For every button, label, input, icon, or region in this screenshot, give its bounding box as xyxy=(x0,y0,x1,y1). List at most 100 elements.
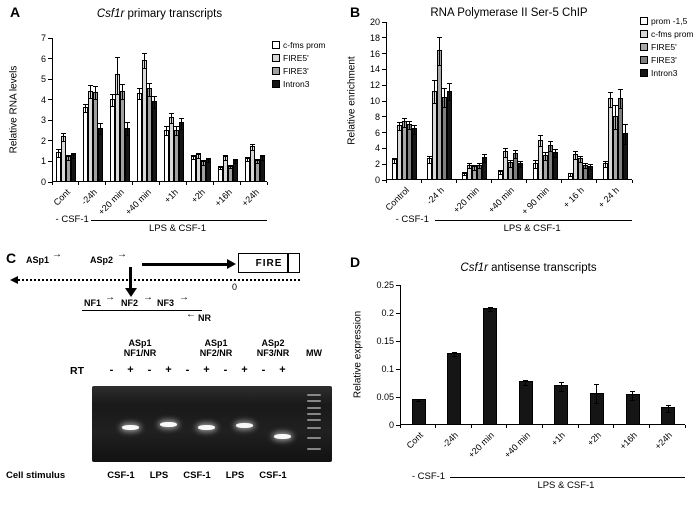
error-bar-cap xyxy=(517,167,523,169)
error-bar-cap xyxy=(173,126,179,128)
error-bar-cap xyxy=(412,134,418,136)
error-bar xyxy=(579,155,581,162)
error-bar xyxy=(554,149,556,158)
error-bar xyxy=(418,398,420,401)
y-axis-tick-label: 6 xyxy=(40,53,46,64)
error-bar xyxy=(499,169,501,175)
error-bar xyxy=(404,117,406,128)
error-bar-cap xyxy=(402,127,408,129)
rt-plus-minus: + xyxy=(127,364,134,376)
nf3-primer-label: NF3 xyxy=(157,298,175,308)
error-bar-cap xyxy=(110,105,116,107)
nf-region-line xyxy=(82,310,202,311)
x-axis-tick xyxy=(185,182,187,185)
error-bar xyxy=(127,122,129,135)
error-bar-cap xyxy=(244,157,250,159)
y-axis-tick xyxy=(396,340,400,342)
bar xyxy=(152,100,158,181)
error-bar-cap xyxy=(602,161,608,163)
rt-plus-minus: + xyxy=(165,364,172,376)
down-arrowhead-icon xyxy=(124,288,137,297)
error-bar-cap xyxy=(98,123,104,125)
chart-title: RNA Polymerase II Ser-5 ChIP xyxy=(386,7,632,19)
treatment-lps-csf1-label: LPS & CSF-1 xyxy=(503,223,561,234)
error-bar-cap xyxy=(163,134,169,136)
error-bar-cap xyxy=(607,91,613,93)
error-bar-cap xyxy=(517,161,523,163)
error-bar-cap xyxy=(442,107,448,109)
error-bar xyxy=(139,88,141,99)
primer-group-line1: ASp1 xyxy=(128,338,152,348)
error-bar-cap xyxy=(137,98,143,100)
error-bar-cap xyxy=(110,93,116,95)
plot-area xyxy=(400,285,685,425)
asp2-arrow-icon: → xyxy=(117,249,127,260)
x-axis-tick xyxy=(470,425,472,428)
error-bar-cap xyxy=(392,162,398,164)
bar xyxy=(518,381,533,424)
mw-ladder-band xyxy=(307,406,321,409)
x-axis-tick xyxy=(455,180,457,183)
error-bar xyxy=(604,161,606,168)
error-bar-cap xyxy=(178,118,184,120)
y-axis-tick-label: 14 xyxy=(369,64,380,75)
treatment-line xyxy=(449,477,685,478)
error-bar-cap xyxy=(497,174,503,176)
primer-group-label: ASp1 NF1/NR xyxy=(106,338,174,358)
y-axis-tick-label: 4 xyxy=(374,143,380,154)
error-bar-cap xyxy=(66,159,72,161)
y-axis-tick-label: 2 xyxy=(374,159,380,170)
down-arrow-line xyxy=(129,267,132,288)
y-axis-tick-label: 16 xyxy=(369,48,380,59)
chart-title-text: RNA Polymerase II Ser-5 ChIP xyxy=(430,7,588,19)
panel-d: D Csf1r antisense transcripts Relative ex… xyxy=(344,252,697,510)
error-bar-cap xyxy=(125,134,131,136)
y-axis-tick-label: 12 xyxy=(369,80,380,91)
error-bar xyxy=(63,132,65,141)
mw-ladder-band xyxy=(307,393,321,396)
error-bar-cap xyxy=(594,384,600,386)
error-bar-cap xyxy=(447,100,453,102)
error-bar xyxy=(509,160,511,167)
x-axis-tick xyxy=(385,180,387,183)
error-bar-cap xyxy=(254,163,260,165)
error-bar-cap xyxy=(249,150,255,152)
chart-title-text: Csf1r xyxy=(96,8,125,20)
error-bar xyxy=(170,113,172,124)
chart-title: Csf1r antisense transcripts xyxy=(386,262,671,274)
y-axis-tick xyxy=(48,160,52,162)
error-bar-cap xyxy=(577,155,583,157)
error-bar xyxy=(256,159,258,164)
error-bar xyxy=(112,93,114,106)
panel-b: B RNA Polymerase II Ser-5 ChIP Relative e… xyxy=(344,2,697,248)
error-bar-cap xyxy=(572,150,578,152)
mw-ladder-band xyxy=(307,436,321,439)
error-bar-cap xyxy=(523,384,529,386)
error-bar-cap xyxy=(147,83,153,85)
y-axis-tick xyxy=(48,58,52,60)
error-bar-cap xyxy=(152,107,158,109)
error-bar xyxy=(180,118,182,129)
error-bar-cap xyxy=(259,154,265,156)
sense-transcript-arrowhead-icon xyxy=(227,258,236,269)
legend-item: c-fms prom xyxy=(272,38,326,51)
error-bar-cap xyxy=(61,132,67,134)
error-bar xyxy=(444,88,446,108)
primer-group-line1: ASp1 xyxy=(204,338,228,348)
error-bar-cap xyxy=(249,143,255,145)
error-bar-cap xyxy=(552,157,558,159)
mw-ladder-band xyxy=(307,447,321,450)
pcr-band xyxy=(122,424,139,430)
error-bar-cap xyxy=(416,398,422,400)
fire-label: FIRE xyxy=(255,257,283,269)
sense-transcript-arrow-line xyxy=(142,263,227,266)
legend-item: prom -1,5 xyxy=(640,14,694,27)
error-bar-cap xyxy=(572,158,578,160)
error-bar-cap xyxy=(200,160,206,162)
error-bar-cap xyxy=(163,126,169,128)
legend-swatch xyxy=(272,79,280,88)
legend-item: FIRE3' xyxy=(272,64,326,77)
error-bar-cap xyxy=(617,89,623,91)
error-bar-cap xyxy=(152,95,158,97)
error-bar-cap xyxy=(594,403,600,405)
